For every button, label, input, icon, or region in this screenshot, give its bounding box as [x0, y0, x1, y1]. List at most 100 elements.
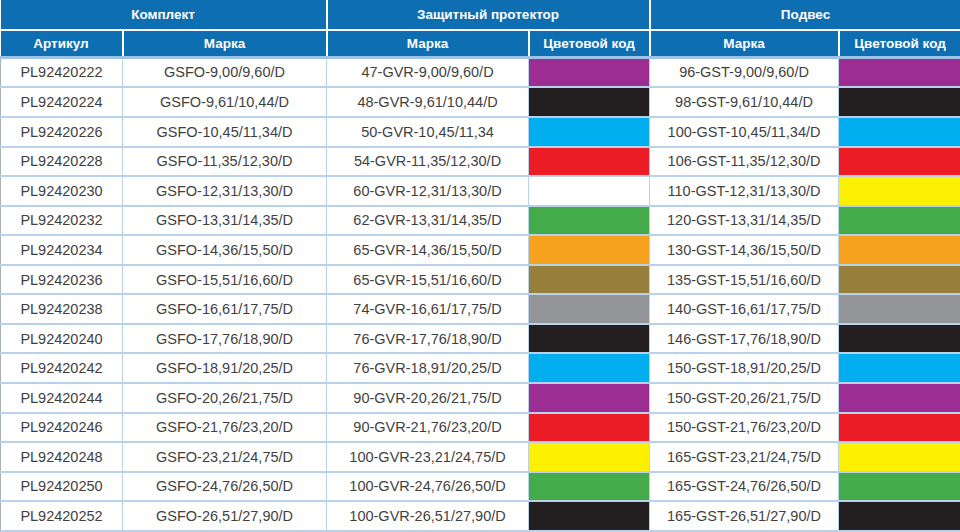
- suspension-mark-cell: 130-GST-14,36/15,50/D: [650, 235, 839, 265]
- protector-mark-cell: 54-GVR-11,35/12,30/D: [327, 147, 529, 177]
- protector-mark-cell: 76-GVR-17,76/18,90/D: [327, 324, 529, 354]
- kit-mark-cell: GSFO-23,21/24,75/D: [123, 442, 327, 472]
- table-row: PL92420224 GSFO-9,61/10,44/D 48-GVR-9,61…: [1, 87, 960, 117]
- protector-color-swatch: [529, 383, 650, 413]
- table-body: PL92420222 GSFO-9,00/9,60/D 47-GVR-9,00/…: [1, 57, 960, 531]
- protector-mark-cell: 62-GVR-13,31/14,35/D: [327, 206, 529, 236]
- protector-color-swatch: [529, 353, 650, 383]
- kit-mark-cell: GSFO-26,51/27,90/D: [123, 501, 327, 531]
- suspension-color-swatch: [839, 501, 960, 531]
- suspension-mark-cell: 150-GST-21,76/23,20/D: [650, 413, 839, 443]
- suspension-color-swatch: [839, 206, 960, 236]
- protector-mark-cell: 90-GVR-21,76/23,20/D: [327, 413, 529, 443]
- article-cell: PL92420242: [1, 353, 123, 383]
- suspension-mark-cell: 140-GST-16,61/17,75/D: [650, 294, 839, 324]
- protector-color-swatch: [529, 235, 650, 265]
- suspension-color-swatch: [839, 117, 960, 147]
- protector-color-swatch: [529, 57, 650, 87]
- protector-mark-cell: 60-GVR-12,31/13,30/D: [327, 176, 529, 206]
- suspension-mark-cell: 165-GST-26,51/27,90/D: [650, 501, 839, 531]
- table-header: Комплект Защитный протектор Подвес Артик…: [1, 0, 960, 57]
- article-cell: PL92420228: [1, 147, 123, 177]
- kit-mark-cell: GSFO-20,26/21,75/D: [123, 383, 327, 413]
- article-cell: PL92420246: [1, 413, 123, 443]
- col-header-protector-color: Цветовой код: [529, 30, 650, 57]
- protector-mark-cell: 90-GVR-20,26/21,75/D: [327, 383, 529, 413]
- kit-mark-cell: GSFO-24,76/26,50/D: [123, 472, 327, 502]
- article-cell: PL92420248: [1, 442, 123, 472]
- protector-color-swatch: [529, 206, 650, 236]
- suspension-mark-cell: 150-GST-20,26/21,75/D: [650, 383, 839, 413]
- table-row: PL92420236 GSFO-15,51/16,60/D 65-GVR-15,…: [1, 265, 960, 295]
- suspension-mark-cell: 100-GST-10,45/11,34/D: [650, 117, 839, 147]
- suspension-color-swatch: [839, 87, 960, 117]
- suspension-color-swatch: [839, 265, 960, 295]
- protector-mark-cell: 74-GVR-16,61/17,75/D: [327, 294, 529, 324]
- suspension-color-swatch: [839, 383, 960, 413]
- kit-mark-cell: GSFO-9,00/9,60/D: [123, 57, 327, 87]
- protector-mark-cell: 48-GVR-9,61/10,44/D: [327, 87, 529, 117]
- protector-mark-cell: 50-GVR-10,45/11,34: [327, 117, 529, 147]
- suspension-color-swatch: [839, 442, 960, 472]
- column-header-row: Артикул Марка Марка Цветовой код Марка Ц…: [1, 30, 960, 57]
- protector-mark-cell: 65-GVR-14,36/15,50/D: [327, 235, 529, 265]
- protector-color-swatch: [529, 176, 650, 206]
- protector-mark-cell: 47-GVR-9,00/9,60/D: [327, 57, 529, 87]
- article-cell: PL92420232: [1, 206, 123, 236]
- table-row: PL92420234 GSFO-14,36/15,50/D 65-GVR-14,…: [1, 235, 960, 265]
- table-row: PL92420228 GSFO-11,35/12,30/D 54-GVR-11,…: [1, 147, 960, 177]
- kit-mark-cell: GSFO-11,35/12,30/D: [123, 147, 327, 177]
- protector-color-swatch: [529, 501, 650, 531]
- article-cell: PL92420222: [1, 57, 123, 87]
- article-cell: PL92420238: [1, 294, 123, 324]
- protector-color-swatch: [529, 87, 650, 117]
- kit-mark-cell: GSFO-10,45/11,34/D: [123, 117, 327, 147]
- suspension-mark-cell: 98-GST-9,61/10,44/D: [650, 87, 839, 117]
- article-cell: PL92420252: [1, 501, 123, 531]
- suspension-color-swatch: [839, 57, 960, 87]
- kit-mark-cell: GSFO-14,36/15,50/D: [123, 235, 327, 265]
- suspension-mark-cell: 120-GST-13,31/14,35/D: [650, 206, 839, 236]
- table-row: PL92420232 GSFO-13,31/14,35/D 62-GVR-13,…: [1, 206, 960, 236]
- article-cell: PL92420244: [1, 383, 123, 413]
- col-header-suspension-mark: Марка: [650, 30, 839, 57]
- article-cell: PL92420230: [1, 176, 123, 206]
- suspension-color-swatch: [839, 472, 960, 502]
- suspension-mark-cell: 106-GST-11,35/12,30/D: [650, 147, 839, 177]
- protector-mark-cell: 100-GVR-24,76/26,50/D: [327, 472, 529, 502]
- suspension-color-swatch: [839, 324, 960, 354]
- kit-mark-cell: GSFO-9,61/10,44/D: [123, 87, 327, 117]
- article-cell: PL92420250: [1, 472, 123, 502]
- suspension-color-swatch: [839, 413, 960, 443]
- product-spec-table: Комплект Защитный протектор Подвес Артик…: [0, 0, 960, 532]
- table-row: PL92420252 GSFO-26,51/27,90/D 100-GVR-26…: [1, 501, 960, 531]
- protector-color-swatch: [529, 147, 650, 177]
- table-row: PL92420250 GSFO-24,76/26,50/D 100-GVR-24…: [1, 472, 960, 502]
- suspension-color-swatch: [839, 176, 960, 206]
- suspension-mark-cell: 135-GST-15,51/16,60/D: [650, 265, 839, 295]
- suspension-mark-cell: 165-GST-24,76/26,50/D: [650, 472, 839, 502]
- suspension-color-swatch: [839, 294, 960, 324]
- table-row: PL92420246 GSFO-21,76/23,20/D 90-GVR-21,…: [1, 413, 960, 443]
- article-cell: PL92420240: [1, 324, 123, 354]
- kit-mark-cell: GSFO-12,31/13,30/D: [123, 176, 327, 206]
- group-header-protector: Защитный протектор: [327, 0, 650, 30]
- group-header-kit: Комплект: [1, 0, 327, 30]
- protector-mark-cell: 100-GVR-23,21/24,75/D: [327, 442, 529, 472]
- article-cell: PL92420234: [1, 235, 123, 265]
- kit-mark-cell: GSFO-16,61/17,75/D: [123, 294, 327, 324]
- table-row: PL92420222 GSFO-9,00/9,60/D 47-GVR-9,00/…: [1, 57, 960, 87]
- table-row: PL92420244 GSFO-20,26/21,75/D 90-GVR-20,…: [1, 383, 960, 413]
- kit-mark-cell: GSFO-21,76/23,20/D: [123, 413, 327, 443]
- table-row: PL92420238 GSFO-16,61/17,75/D 74-GVR-16,…: [1, 294, 960, 324]
- protector-mark-cell: 100-GVR-26,51/27,90/D: [327, 501, 529, 531]
- article-cell: PL92420224: [1, 87, 123, 117]
- table-row: PL92420248 GSFO-23,21/24,75/D 100-GVR-23…: [1, 442, 960, 472]
- protector-color-swatch: [529, 472, 650, 502]
- suspension-mark-cell: 110-GST-12,31/13,30/D: [650, 176, 839, 206]
- col-header-suspension-color: Цветовой код: [839, 30, 960, 57]
- article-cell: PL92420226: [1, 117, 123, 147]
- kit-mark-cell: GSFO-13,31/14,35/D: [123, 206, 327, 236]
- protector-color-swatch: [529, 265, 650, 295]
- suspension-mark-cell: 165-GST-23,21/24,75/D: [650, 442, 839, 472]
